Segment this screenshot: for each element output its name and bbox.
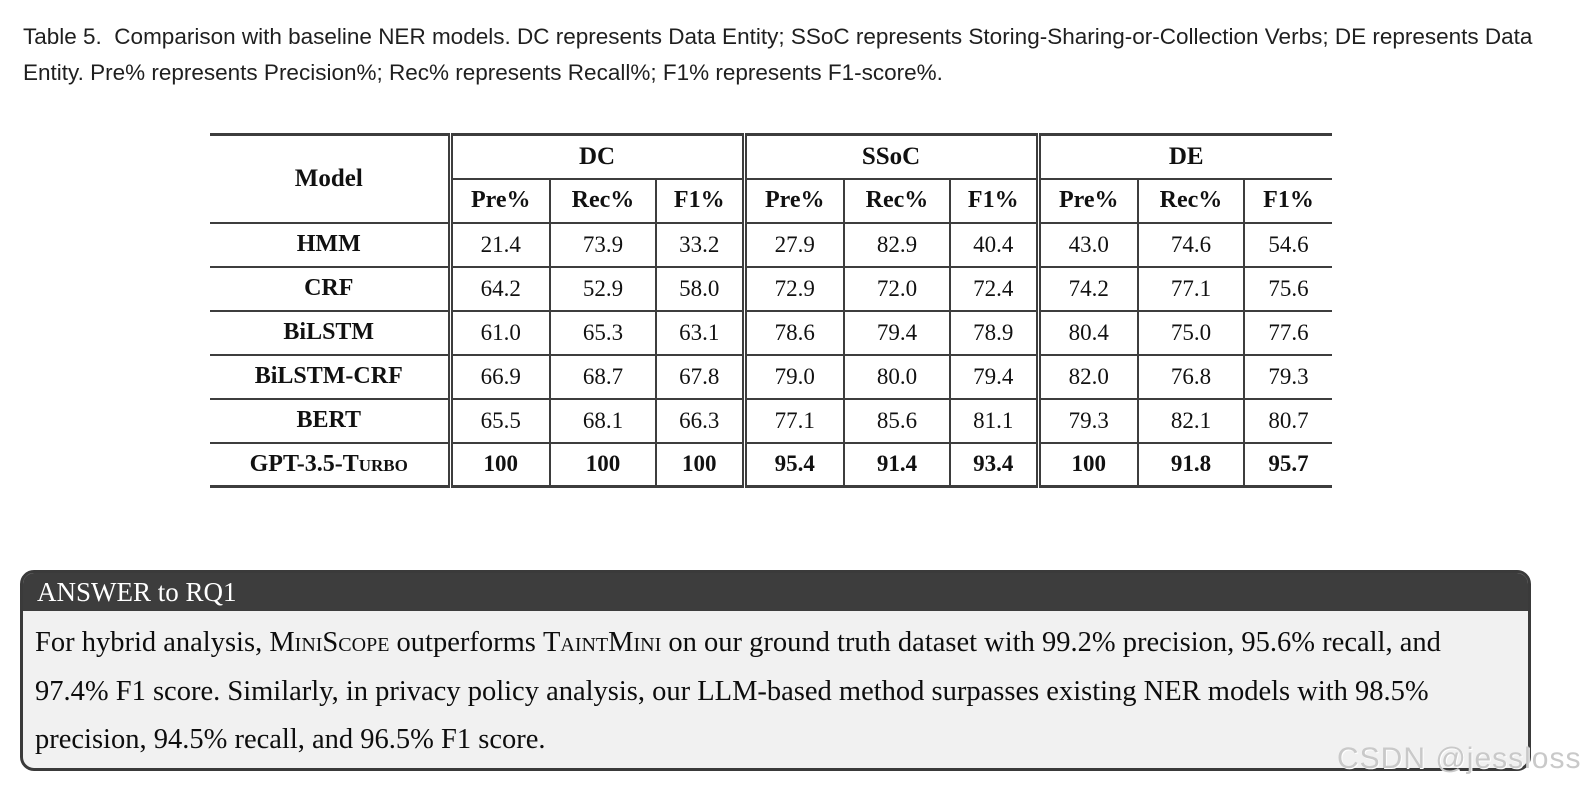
value-cell: 63.1 — [655, 309, 744, 355]
model-name-cell: BiLSTM — [210, 309, 450, 355]
value-cell: 75.0 — [1137, 309, 1244, 355]
taintmini-smallcaps: TaintMini — [542, 627, 662, 658]
value-cell: 72.4 — [949, 265, 1038, 311]
col-header-dc-f1: F1% — [655, 177, 744, 223]
value-cell: 58.0 — [655, 265, 744, 311]
value-cell: 78.6 — [741, 309, 844, 355]
value-cell: 43.0 — [1035, 221, 1138, 267]
value-cell: 100 — [1035, 441, 1138, 487]
value-cell: 100 — [447, 441, 550, 487]
model-name-cell: BERT — [210, 397, 450, 443]
value-cell: 85.6 — [843, 397, 950, 443]
col-header-de-rec: Rec% — [1137, 177, 1244, 223]
value-cell: 65.5 — [447, 397, 550, 443]
value-cell: 68.7 — [549, 353, 656, 399]
value-cell: 64.2 — [447, 265, 550, 311]
answer-text-segment: outperforms — [389, 627, 543, 658]
group-header-de: DE — [1035, 134, 1332, 179]
value-cell: 54.6 — [1243, 221, 1332, 267]
value-cell: 79.0 — [741, 353, 844, 399]
model-name-cell: HMM — [210, 221, 450, 267]
model-name-cell: GPT-3.5-Turbo — [210, 441, 450, 487]
answer-box-title: ANSWER to RQ1 — [23, 573, 1528, 611]
value-cell: 100 — [549, 441, 656, 487]
group-header-dc: DC — [447, 134, 744, 179]
table-row: HMM 21.4 73.9 33.2 27.9 82.9 40.4 43.0 7… — [210, 221, 1332, 267]
metric-header-row: Pre% Rec% F1% Pre% Rec% F1% Pre% Rec% F1… — [210, 177, 1332, 223]
value-cell: 81.1 — [949, 397, 1038, 443]
value-cell: 61.0 — [447, 309, 550, 355]
answer-box: ANSWER to RQ1 For hybrid analysis, MiniS… — [20, 570, 1531, 771]
value-cell: 95.7 — [1243, 441, 1332, 487]
value-cell: 67.8 — [655, 353, 744, 399]
table-row-gpt: GPT-3.5-Turbo 100 100 100 95.4 91.4 93.4… — [210, 441, 1332, 487]
value-cell: 93.4 — [949, 441, 1038, 487]
col-header-ssoc-f1: F1% — [949, 177, 1038, 223]
table-caption: Table 5. Comparison with baseline NER mo… — [23, 24, 1539, 85]
table-row: BERT 65.5 68.1 66.3 77.1 85.6 81.1 79.3 … — [210, 397, 1332, 443]
group-header-ssoc: SSoC — [741, 134, 1038, 179]
value-cell: 72.0 — [843, 265, 950, 311]
value-cell: 78.9 — [949, 309, 1038, 355]
model-name-cell: BiLSTM-CRF — [210, 353, 450, 399]
value-cell: 79.3 — [1243, 353, 1332, 399]
col-header-ssoc-pre: Pre% — [741, 177, 844, 223]
value-cell: 27.9 — [741, 221, 844, 267]
value-cell: 75.6 — [1243, 265, 1332, 311]
value-cell: 82.9 — [843, 221, 950, 267]
value-cell: 68.1 — [549, 397, 656, 443]
table-row: BiLSTM 61.0 65.3 63.1 78.6 79.4 78.9 80.… — [210, 309, 1332, 355]
value-cell: 79.4 — [949, 353, 1038, 399]
answer-text-segment: For hybrid analysis, — [35, 627, 270, 658]
value-cell: 66.9 — [447, 353, 550, 399]
value-cell: 40.4 — [949, 221, 1038, 267]
value-cell: 82.1 — [1137, 397, 1244, 443]
table-row: CRF 64.2 52.9 58.0 72.9 72.0 72.4 74.2 7… — [210, 265, 1332, 311]
value-cell: 80.4 — [1035, 309, 1138, 355]
value-cell: 80.0 — [843, 353, 950, 399]
value-cell: 33.2 — [655, 221, 744, 267]
value-cell: 79.4 — [843, 309, 950, 355]
results-table: Model DC SSoC DE Pre% Rec% F1% Pre% Rec%… — [210, 133, 1332, 488]
value-cell: 91.4 — [843, 441, 950, 487]
value-cell: 52.9 — [549, 265, 656, 311]
value-cell: 79.3 — [1035, 397, 1138, 443]
value-cell: 77.6 — [1243, 309, 1332, 355]
miniscope-smallcaps: MiniScope — [269, 627, 390, 658]
table-row: BiLSTM-CRF 66.9 68.7 67.8 79.0 80.0 79.4… — [210, 353, 1332, 399]
answer-text-segment: on our ground truth dataset with 99.2% p… — [35, 627, 1441, 755]
value-cell: 95.4 — [741, 441, 844, 487]
col-header-de-f1: F1% — [1243, 177, 1332, 223]
value-cell: 82.0 — [1035, 353, 1138, 399]
value-cell: 74.2 — [1035, 265, 1138, 311]
col-header-model: Model — [294, 164, 363, 192]
value-cell: 65.3 — [549, 309, 656, 355]
model-name-cell: CRF — [210, 265, 450, 311]
col-header-ssoc-rec: Rec% — [843, 177, 950, 223]
col-header-dc-rec: Rec% — [549, 177, 656, 223]
col-header-de-pre: Pre% — [1035, 177, 1138, 223]
value-cell: 66.3 — [655, 397, 744, 443]
value-cell: 72.9 — [741, 265, 844, 311]
answer-box-text: For hybrid analysis, MiniScope outperfor… — [23, 611, 1528, 765]
value-cell: 74.6 — [1137, 221, 1244, 267]
value-cell: 80.7 — [1243, 397, 1332, 443]
value-cell: 91.8 — [1137, 441, 1244, 487]
value-cell: 73.9 — [549, 221, 656, 267]
value-cell: 21.4 — [447, 221, 550, 267]
value-cell: 76.8 — [1137, 353, 1244, 399]
value-cell: 100 — [655, 441, 744, 487]
value-cell: 77.1 — [1137, 265, 1244, 311]
col-header-dc-pre: Pre% — [447, 177, 550, 223]
group-header-row: Model DC SSoC DE — [210, 134, 1332, 192]
value-cell: 77.1 — [741, 397, 844, 443]
